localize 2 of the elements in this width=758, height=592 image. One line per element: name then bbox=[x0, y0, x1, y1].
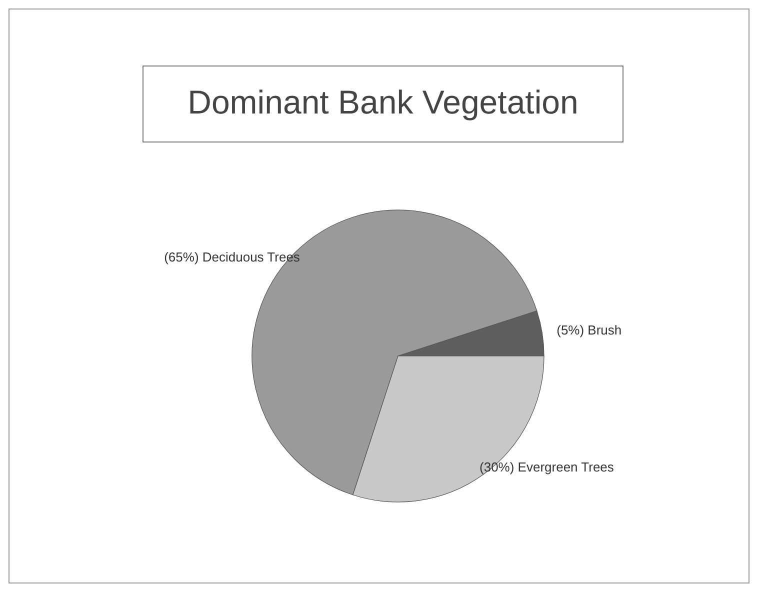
chart-title: Dominant Bank Vegetation bbox=[188, 84, 578, 121]
slice-label: (5%) Brush bbox=[556, 322, 622, 338]
